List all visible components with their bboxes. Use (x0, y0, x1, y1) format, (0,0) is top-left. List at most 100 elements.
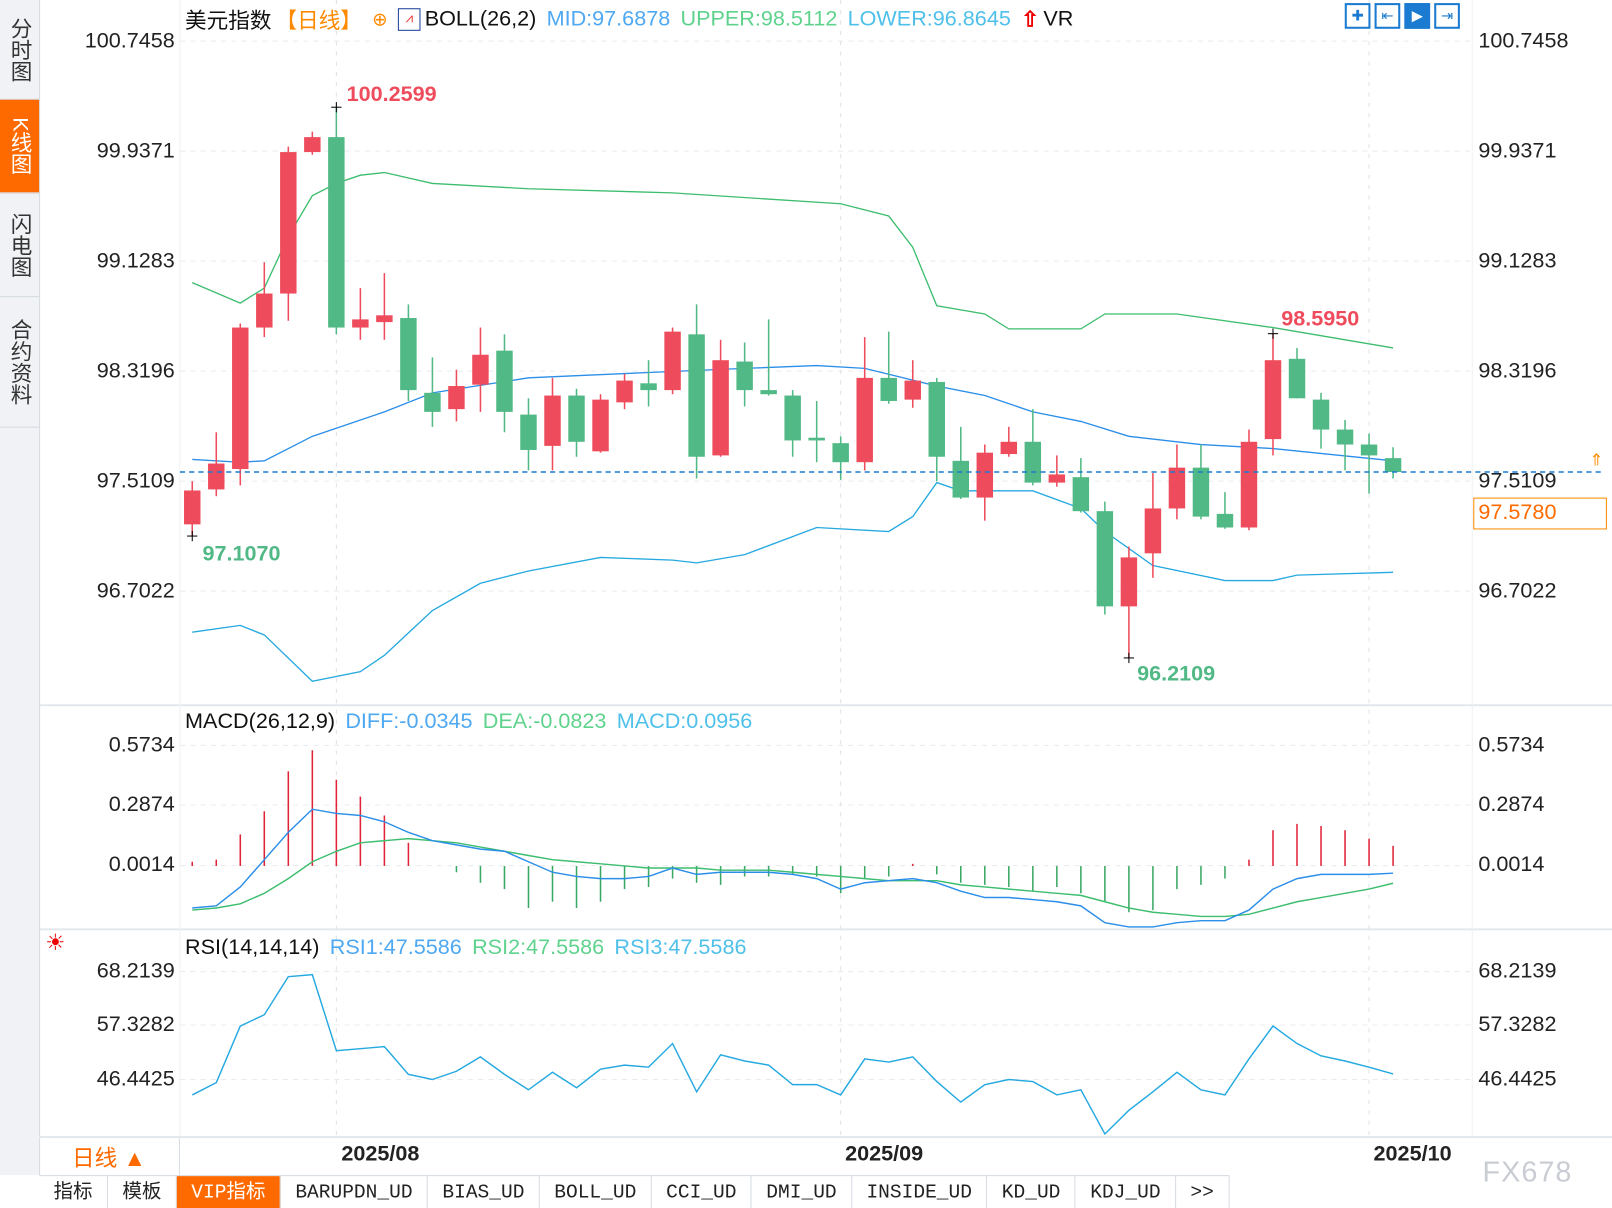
candle-body (352, 319, 369, 328)
tab--[interactable]: >> (1176, 1176, 1230, 1208)
rsi-tick: 46.4425 (1478, 1067, 1557, 1091)
rsi-legend: RSI(14,14,14) RSI1:47.5586 RSI2:47.5586 … (185, 936, 746, 961)
candle-body (928, 381, 945, 457)
indicator-tabs: 指标 模板 VIP指标 BARUPDN_UD BIAS_UD BOLL_UD CCI_UD D… (39, 1175, 1230, 1208)
tab-boll-ud[interactable]: BOLL_UD (540, 1176, 652, 1208)
candle-body (1360, 444, 1378, 456)
candle-body (640, 383, 657, 391)
candle-body (712, 360, 729, 456)
macd-label[interactable]: MACD(26,12,9) (185, 709, 336, 734)
candle-body (376, 315, 393, 323)
left-sidebar: 分时图 K线图 闪电图 合约资料 (0, 0, 41, 1176)
candle-body (1288, 358, 1306, 399)
macd-value: MACD:0.0956 (616, 709, 753, 734)
switch-indicator-arrow-icon[interactable]: ⇧ (1021, 7, 1040, 32)
candle-body (856, 377, 873, 463)
rsi-label[interactable]: RSI(14,14,14) (185, 935, 320, 960)
price-tick: 100.7458 (84, 28, 175, 53)
sidebar-item-timeshare[interactable]: 分时图 (0, 0, 40, 100)
price-tick: 96.7022 (1478, 578, 1557, 603)
candle-body (304, 137, 321, 153)
candle-body (472, 354, 489, 385)
chart-canvas[interactable]: 100.2599 97.1070 98.5950 96.2109 (0, 0, 1612, 1137)
zoom-in-icon[interactable]: ⇤ (1374, 3, 1401, 29)
candle-body (616, 380, 633, 403)
add-compare-icon[interactable]: ⊕ (372, 8, 388, 30)
boll-lower: LOWER:96.8645 (847, 7, 1011, 31)
macd-tick: 0.2874 (108, 792, 175, 817)
macd-tick: 0.0014 (108, 852, 175, 876)
extreme-label: 100.2599 (347, 81, 437, 106)
candle-body (1024, 441, 1042, 483)
sidebar-item-label: 闪电图 (8, 212, 32, 278)
boll-upper-line (191, 171, 1394, 349)
rsi-tick: 46.4425 (96, 1067, 175, 1091)
price-tick: 98.3196 (96, 358, 175, 383)
macd-tick: 0.5734 (1478, 733, 1545, 757)
settings-sun-icon[interactable]: ☀ (45, 929, 66, 956)
candle-body (184, 490, 201, 525)
tab-dmi-ud[interactable]: DMI_UD (752, 1176, 853, 1208)
candle-body (1216, 513, 1234, 528)
price-tick: 99.9371 (1478, 138, 1557, 163)
rsi-tick: 57.3282 (1478, 1012, 1557, 1037)
indicator-chart-icon[interactable]: ⩘ (397, 8, 421, 31)
period-selector-button[interactable]: 日线 ▲ (39, 1138, 180, 1176)
candle-body (328, 137, 345, 328)
tab-inside-ud[interactable]: INSIDE_UD (852, 1176, 988, 1208)
tab-kd-ud[interactable]: KD_UD (987, 1176, 1076, 1208)
extreme-label: 96.2109 (1137, 661, 1215, 686)
tab-vip-[interactable]: VIP指标 (176, 1176, 281, 1208)
macd-diff-line (192, 808, 1394, 928)
candle-body (880, 377, 897, 401)
extreme-label: 97.1070 (203, 541, 281, 566)
watermark-logo: FX678 (1482, 1155, 1573, 1188)
rsi1: RSI1:47.5586 (329, 935, 462, 960)
boll-lower-line (192, 481, 1394, 682)
tab--[interactable]: 指标 (39, 1176, 108, 1208)
tab-bias-ud[interactable]: BIAS_UD (428, 1176, 540, 1208)
boll-upper: UPPER:98.5112 (680, 7, 838, 31)
candle-body (1000, 441, 1018, 455)
tab-cci-ud[interactable]: CCI_UD (652, 1176, 752, 1208)
rsi-tick: 57.3282 (96, 1012, 175, 1037)
price-tick: 99.9371 (96, 138, 175, 163)
zoom-out-icon[interactable]: ▶ (1404, 3, 1431, 29)
boll-mid: MID:97.6878 (546, 7, 671, 31)
price-tick: 100.7458 (1478, 28, 1569, 53)
chart-toolbar: ✚ ⇤ ▶ ⇥ (1344, 3, 1460, 29)
price-tick: 99.1283 (1478, 248, 1557, 273)
candle-body (760, 390, 777, 395)
candle-body (208, 463, 225, 490)
candle-body (448, 386, 465, 410)
period-label[interactable]: 【日线】 (275, 9, 362, 33)
candle-body (1240, 441, 1258, 528)
candle-body (1384, 458, 1402, 472)
candle-body (1120, 557, 1138, 607)
candle-body (832, 443, 849, 463)
vr-label[interactable]: VR (1043, 7, 1074, 31)
candle-body (904, 380, 921, 400)
tab--[interactable]: 模板 (108, 1176, 177, 1208)
price-tick: 96.7022 (96, 578, 175, 603)
move-right-icon[interactable]: ⇥ (1434, 3, 1460, 29)
tab-barupdn-ud[interactable]: BARUPDN_UD (281, 1176, 428, 1208)
rsi-tick: 68.2139 (1478, 959, 1557, 983)
extreme-label: 98.5950 (1281, 305, 1359, 330)
rsi-tick: 68.2139 (96, 959, 175, 983)
sidebar-item-kline[interactable]: K线图 (0, 99, 40, 194)
sidebar-item-flash[interactable]: 闪电图 (0, 193, 40, 298)
tab-kdj-ud[interactable]: KDJ_UD (1076, 1176, 1176, 1208)
price-tick: 98.3196 (1478, 358, 1557, 383)
crosshair-icon[interactable]: ✚ (1344, 3, 1371, 29)
date-label: 2025/10 (1373, 1142, 1452, 1166)
candle-body (1192, 467, 1210, 517)
boll-label[interactable]: BOLL(26,2) (424, 7, 537, 31)
candle-body (496, 350, 513, 412)
price-tick: 97.5109 (96, 468, 175, 493)
date-label: 2025/08 (341, 1142, 420, 1166)
sidebar-item-label: K线图 (8, 117, 32, 175)
sidebar-item-contract-info[interactable]: 合约资料 (0, 297, 40, 428)
main-legend: 美元指数 【日线】 ⊕ ⩘ BOLL(26,2) MID:97.6878 UPP… (185, 4, 1073, 35)
